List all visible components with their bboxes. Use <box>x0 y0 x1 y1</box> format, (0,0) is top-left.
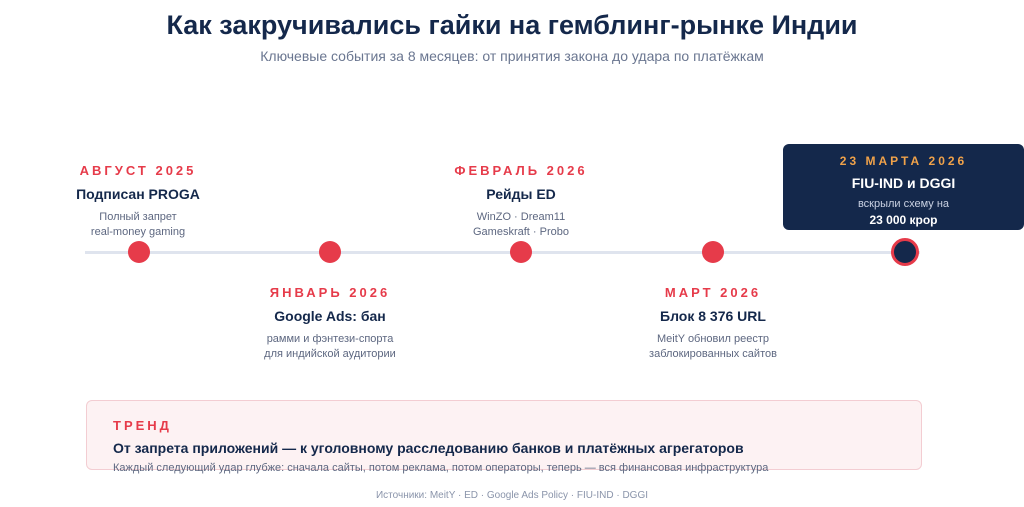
page-title: Как закручивались гайки на гемблинг-рынк… <box>166 10 858 40</box>
final-event-desc: вскрыли схему на <box>857 198 950 210</box>
trend-label: ТРЕНД <box>113 418 172 433</box>
event-august-2025: АВГУСТ 2025 Подписан PROGA Полный запрет… <box>38 163 238 240</box>
event-desc: MeitY обновил реестр заблокированных сай… <box>649 333 777 360</box>
event-date: МАРТ 2026 <box>664 285 762 300</box>
event-head: Рейды ED <box>486 186 556 202</box>
final-event-card: 23 МАРТА 2026 FIU-IND и DGGI вскрыли схе… <box>783 144 1024 230</box>
timeline-dot-5-final <box>891 238 919 266</box>
event-february-2026: ФЕВРАЛЬ 2026 Рейды ED WinZO · Dream11 Ga… <box>421 163 621 240</box>
timeline-dot-3 <box>510 241 532 263</box>
event-desc: рамми и фэнтези-спорта для индийской ауд… <box>264 333 396 360</box>
event-january-2026: ЯНВАРЬ 2026 Google Ads: бан рамми и фэнт… <box>230 285 430 362</box>
trend-box: ТРЕНД От запрета приложений — к уголовно… <box>86 400 922 474</box>
final-event-head: FIU-IND и DGGI <box>851 175 956 191</box>
event-head: Блок 8 376 URL <box>660 308 766 324</box>
final-event-amount: 23 000 крор <box>869 213 938 227</box>
event-date: АВГУСТ 2025 <box>79 163 197 178</box>
timeline-dot-2 <box>319 241 341 263</box>
event-desc: Полный запрет real-money gaming <box>90 211 186 238</box>
event-date: ЯНВАРЬ 2026 <box>269 285 391 300</box>
event-head: Подписан PROGA <box>76 186 200 202</box>
timeline-dot-4 <box>702 241 724 263</box>
event-desc: WinZO · Dream11 Gameskraft · Probo <box>473 211 569 238</box>
timeline-dot-1 <box>128 241 150 263</box>
event-march-2026: МАРТ 2026 Блок 8 376 URL MeitY обновил р… <box>613 285 813 362</box>
final-event-date: 23 МАРТА 2026 <box>839 154 968 168</box>
event-date: ФЕВРАЛЬ 2026 <box>454 163 588 178</box>
page-subtitle: Ключевые события за 8 месяцев: от принят… <box>260 48 764 64</box>
timeline-line <box>85 251 920 254</box>
trend-desc: Каждый следующий удар глубже: сначала са… <box>113 462 769 474</box>
event-head: Google Ads: бан <box>274 308 386 324</box>
trend-head: От запрета приложений — к уголовному рас… <box>113 440 744 456</box>
sources-footer: Источники: MeitY · ED · Google Ads Polic… <box>375 490 649 501</box>
